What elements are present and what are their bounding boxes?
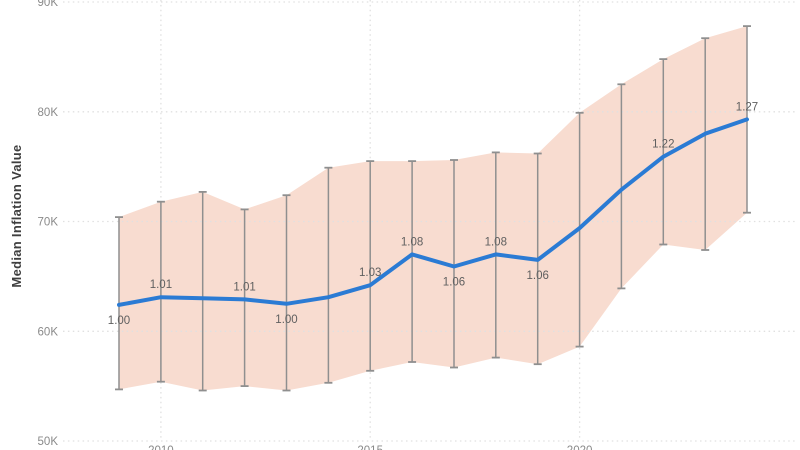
y-tick-label: 50K xyxy=(38,436,59,448)
data-label: 1.06 xyxy=(443,277,465,289)
data-label: 1.08 xyxy=(401,236,423,248)
confidence-band[interactable] xyxy=(119,26,747,391)
data-label: 1.00 xyxy=(275,314,297,326)
data-label: 1.01 xyxy=(150,279,172,291)
data-label: 1.01 xyxy=(233,281,255,293)
y-tick-label: 90K xyxy=(38,0,59,9)
data-label: 1.00 xyxy=(108,315,130,327)
median-line[interactable] xyxy=(117,117,749,307)
data-label: 1.27 xyxy=(736,101,758,113)
data-label: 1.08 xyxy=(485,236,507,248)
x-tick-label: 2015 xyxy=(357,445,383,450)
data-label: 1.06 xyxy=(527,270,549,282)
x-tick-label: 2020 xyxy=(567,445,593,450)
y-tick-label: 60K xyxy=(38,326,59,338)
data-label: 1.22 xyxy=(652,139,674,151)
y-axis-title: Median Inflation Value xyxy=(9,144,24,288)
x-tick-label: 2010 xyxy=(148,445,174,450)
y-tick-label: 70K xyxy=(38,217,59,229)
data-label: 1.03 xyxy=(359,267,381,279)
y-tick-label: 80K xyxy=(38,107,59,119)
